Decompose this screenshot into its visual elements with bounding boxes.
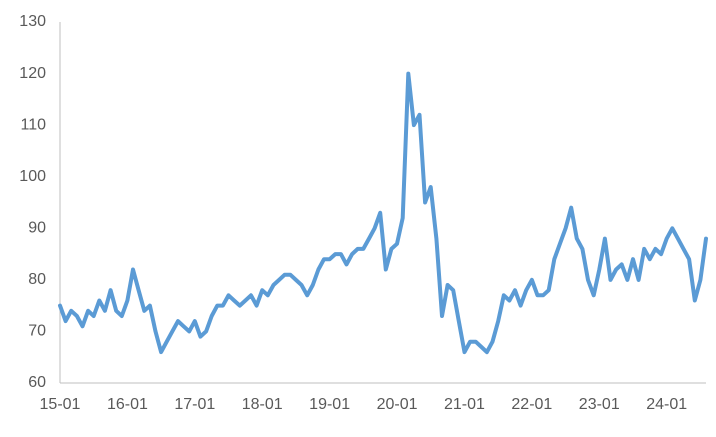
y-tick-label: 70 [28,323,46,340]
x-tick-label: 21-01 [444,396,485,413]
x-tick-label: 18-01 [242,396,283,413]
y-tick-label: 60 [28,374,46,391]
y-tick-label: 130 [19,13,46,30]
x-tick-label: 19-01 [309,396,350,413]
x-tick-label: 15-01 [40,396,81,413]
x-tick-label: 16-01 [107,396,148,413]
y-tick-label: 120 [19,65,46,82]
x-tick-label: 17-01 [174,396,215,413]
x-tick-label: 20-01 [377,396,418,413]
y-tick-label: 90 [28,220,46,237]
y-tick-label: 110 [20,116,46,133]
x-tick-label: 22-01 [511,396,552,413]
y-tick-label: 100 [19,168,46,185]
x-tick-label: 24-01 [646,396,687,413]
x-tick-label: 23-01 [579,396,620,413]
y-tick-label: 80 [28,271,46,288]
data-line [58,71,708,355]
